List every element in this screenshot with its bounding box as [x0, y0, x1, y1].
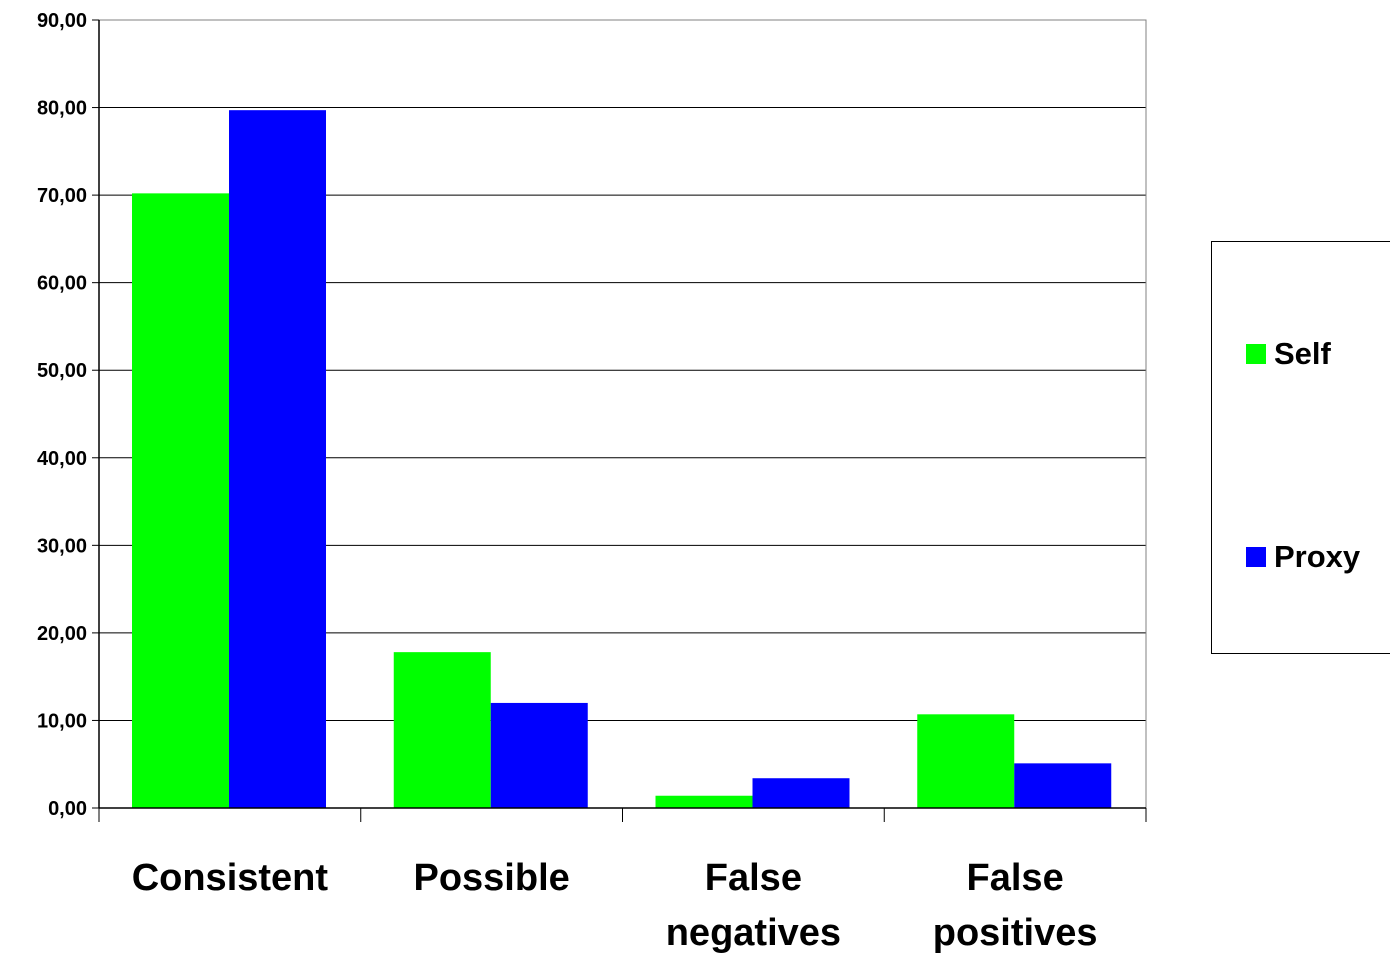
y-tick-label: 20,00 [37, 623, 87, 645]
bar-proxy-1 [490, 702, 588, 808]
bar-self-2 [655, 795, 753, 808]
y-tick-label: 30,00 [37, 535, 87, 557]
y-tick-label: 10,00 [37, 710, 87, 732]
legend-label-self: Self [1274, 336, 1331, 371]
bar-self-3 [917, 714, 1015, 808]
x-category-label: False negatives [666, 857, 841, 954]
x-axis-labels: Consistent Possible False negatives False pos… [132, 857, 1098, 954]
y-tick-label: 70,00 [37, 185, 87, 207]
legend-item-proxy: Proxy [1246, 539, 1360, 575]
y-tick-label: 80,00 [37, 98, 87, 120]
bar-self-1 [393, 652, 491, 808]
bar-self-0 [132, 193, 229, 809]
bar-proxy-3 [1014, 763, 1112, 808]
y-axis-ticks: 0,00 10,00 20,00 30,00 40,00 50,00 60,00 70,00 8… [37, 10, 99, 820]
legend-swatch-proxy [1246, 547, 1266, 567]
y-tick-label: 90,00 [37, 10, 87, 32]
x-category-label: Consistent [132, 857, 329, 899]
legend-swatch-self [1246, 344, 1266, 364]
y-tick-label: 50,00 [37, 360, 87, 382]
bar-proxy-2 [752, 778, 850, 808]
bars [132, 110, 1112, 809]
y-tick-label: 40,00 [37, 448, 87, 470]
legend-label-proxy: Proxy [1274, 539, 1361, 574]
x-category-label: Possible [413, 857, 569, 899]
axes [98, 19, 1147, 822]
legend: Self Proxy [1211, 241, 1390, 654]
y-tick-label: 0,00 [48, 798, 87, 820]
y-tick-label: 60,00 [37, 273, 87, 295]
x-category-label: False positives [933, 857, 1098, 954]
legend-item-self: Self [1246, 336, 1331, 372]
bar-proxy-0 [229, 110, 326, 808]
